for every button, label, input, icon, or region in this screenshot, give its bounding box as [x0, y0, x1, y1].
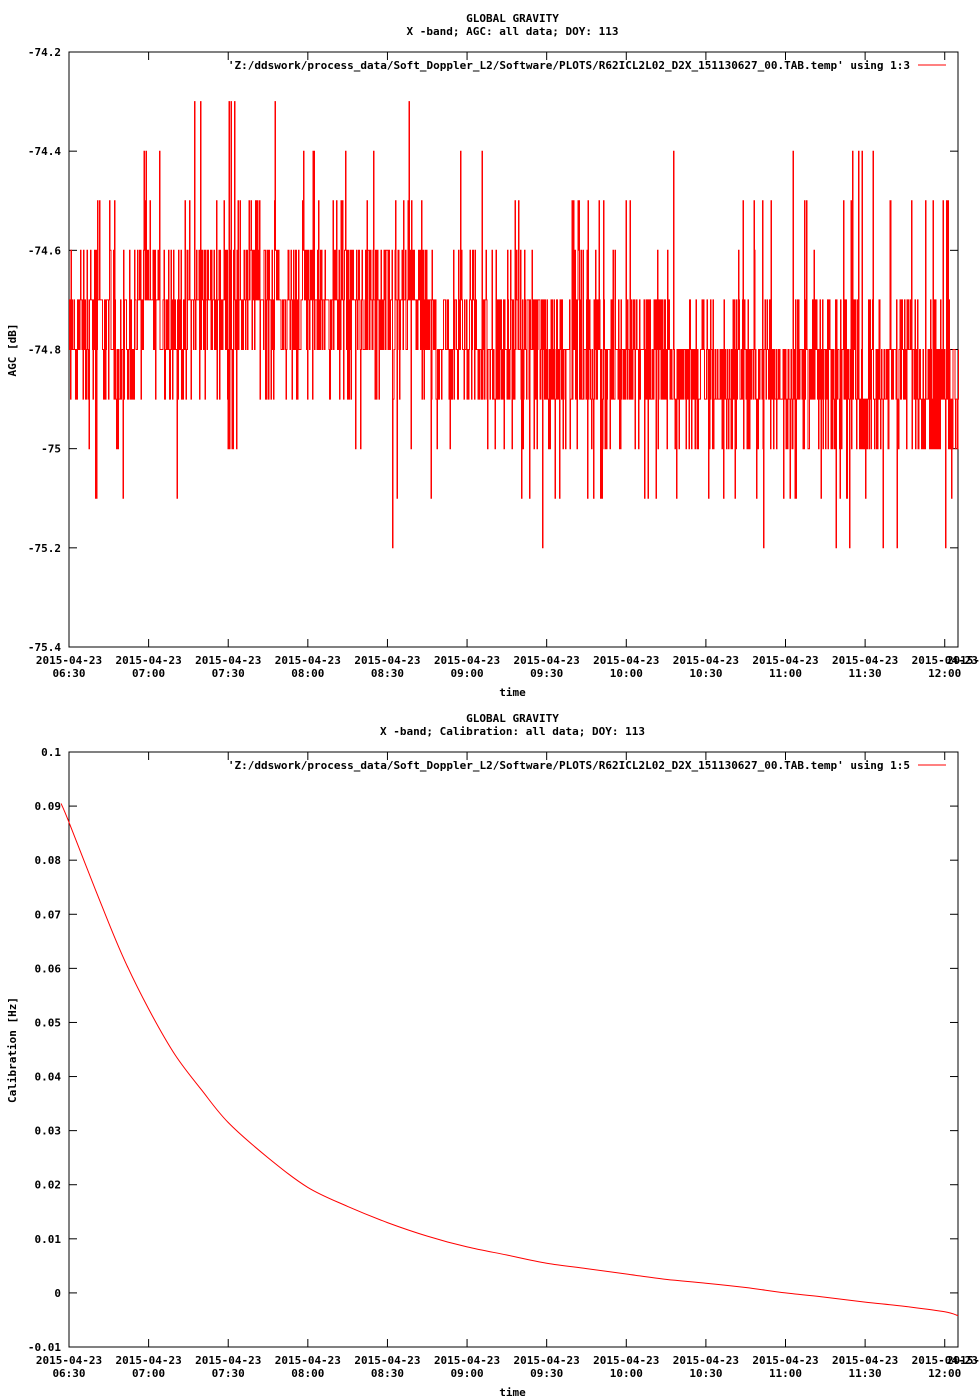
x-tick-date-label: 2015-04-23 — [195, 1354, 261, 1367]
x-tick-time-label: 12:00 — [928, 1367, 961, 1380]
x-tick-time-label: 11:00 — [769, 1367, 802, 1380]
series-line-calibration — [60, 803, 959, 1317]
x-tick-date-label-clipped: 2015-04-23 — [947, 654, 980, 667]
x-tick-date-label: 2015-04-23 — [115, 654, 181, 667]
x-tick-time-label: 07:00 — [132, 667, 165, 680]
x-tick-date-label: 2015-04-23 — [275, 654, 341, 667]
x-tick-time-label: 06:30 — [52, 667, 85, 680]
x-tick-time-label: 10:30 — [689, 667, 722, 680]
x-tick-time-label: 09:30 — [530, 1367, 563, 1380]
y-tick-label: 0.07 — [35, 908, 62, 921]
x-tick-time-label: 08:00 — [291, 667, 324, 680]
x-tick-date-label: 2015-04-23 — [195, 654, 261, 667]
x-tick-time-label: 07:00 — [132, 1367, 165, 1380]
y-tick-label: 0.03 — [35, 1125, 62, 1138]
x-tick-date-label: 2015-04-23 — [752, 654, 818, 667]
x-tick-time-label: 09:00 — [450, 1367, 483, 1380]
x-tick-time-label: 07:30 — [212, 667, 245, 680]
x-tick-time-label: 10:30 — [689, 1367, 722, 1380]
y-tick-label: -74.8 — [28, 344, 61, 357]
x-axis-label: time — [499, 686, 526, 699]
x-tick-date-label-clipped: 2015-04-23 — [947, 1354, 980, 1367]
x-tick-time-label: 11:30 — [849, 1367, 882, 1380]
x-tick-time-label: 08:00 — [291, 1367, 324, 1380]
chart-title: GLOBAL GRAVITY — [466, 712, 559, 725]
x-tick-date-label: 2015-04-23 — [354, 654, 420, 667]
series-line-agc — [69, 101, 959, 549]
y-tick-label: -74.2 — [28, 46, 61, 59]
x-tick-date-label: 2015-04-23 — [354, 1354, 420, 1367]
x-tick-date-label: 2015-04-23 — [673, 654, 739, 667]
x-axis-label: time — [499, 1386, 526, 1399]
y-tick-label: 0.1 — [41, 746, 61, 759]
x-tick-time-label: 08:30 — [371, 1367, 404, 1380]
y-tick-label: 0.09 — [35, 800, 62, 813]
y-tick-label: -0.01 — [28, 1341, 61, 1354]
x-tick-time-label: 09:00 — [450, 667, 483, 680]
y-axis-label: AGC [dB] — [6, 324, 19, 377]
y-tick-label: -74.4 — [28, 145, 61, 158]
x-tick-date-label: 2015-04-23 — [36, 654, 102, 667]
x-tick-time-label: 07:30 — [212, 1367, 245, 1380]
x-tick-date-label: 2015-04-23 — [673, 1354, 739, 1367]
x-tick-date-label: 2015-04-23 — [593, 654, 659, 667]
x-tick-time-label: 10:00 — [610, 667, 643, 680]
x-tick-date-label: 2015-04-23 — [275, 1354, 341, 1367]
y-tick-label: -75.4 — [28, 641, 61, 654]
x-tick-time-label: 12:00 — [928, 667, 961, 680]
x-tick-date-label: 2015-04-23 — [832, 654, 898, 667]
chart-subtitle: X -band; AGC: all data; DOY: 113 — [407, 25, 619, 38]
x-tick-time-label: 10:00 — [610, 1367, 643, 1380]
x-tick-date-label: 2015-04-23 — [912, 1354, 978, 1367]
x-tick-date-label: 2015-04-23 — [36, 1354, 102, 1367]
y-tick-label: -74.6 — [28, 244, 61, 257]
x-tick-date-label: 2015-04-23 — [434, 654, 500, 667]
x-tick-date-label: 2015-04-23 — [832, 1354, 898, 1367]
y-tick-label: 0.04 — [35, 1071, 62, 1084]
y-tick-label: 0.02 — [35, 1179, 62, 1192]
x-tick-date-label: 2015-04-23 — [115, 1354, 181, 1367]
legend-label: 'Z:/ddswork/process_data/Soft_Doppler_L2… — [228, 759, 910, 772]
y-tick-label: 0.06 — [35, 962, 62, 975]
x-tick-date-label: 2015-04-23 — [752, 1354, 818, 1367]
x-tick-time-label: 09:30 — [530, 667, 563, 680]
plot-frame — [68, 751, 959, 1348]
y-tick-label: -75 — [41, 443, 61, 456]
legend-label: 'Z:/ddswork/process_data/Soft_Doppler_L2… — [228, 59, 910, 72]
x-tick-time-label: 08:30 — [371, 667, 404, 680]
y-tick-label: -75.2 — [28, 542, 61, 555]
y-tick-label: 0.05 — [35, 1016, 62, 1029]
y-tick-label: 0 — [54, 1287, 61, 1300]
chart-title: GLOBAL GRAVITY — [466, 12, 559, 25]
x-tick-time-label: 11:00 — [769, 667, 802, 680]
x-tick-date-label: 2015-04-23 — [514, 654, 580, 667]
x-tick-date-label: 2015-04-23 — [912, 654, 978, 667]
y-tick-label: 0.01 — [35, 1233, 62, 1246]
x-tick-date-label: 2015-04-23 — [593, 1354, 659, 1367]
x-tick-date-label: 2015-04-23 — [434, 1354, 500, 1367]
x-tick-date-label: 2015-04-23 — [514, 1354, 580, 1367]
y-axis-label: Calibration [Hz] — [6, 997, 19, 1103]
x-tick-time-label: 11:30 — [849, 667, 882, 680]
x-tick-time-label: 06:30 — [52, 1367, 85, 1380]
y-tick-label: 0.08 — [35, 854, 62, 867]
chart-subtitle: X -band; Calibration: all data; DOY: 113 — [380, 725, 645, 738]
